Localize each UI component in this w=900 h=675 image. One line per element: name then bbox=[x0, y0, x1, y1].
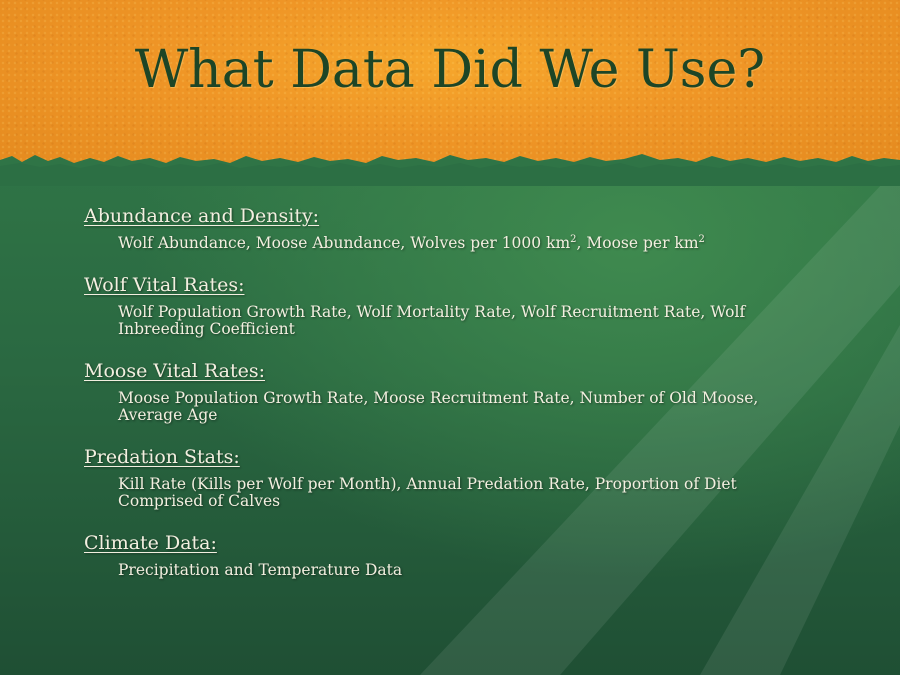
superscript: 2 bbox=[570, 233, 577, 245]
section-heading: Predation Stats: bbox=[84, 446, 240, 468]
body-text: Wolf Abundance, Moose Abundance, Wolves … bbox=[118, 234, 571, 252]
section-body: Wolf Population Growth Rate, Wolf Mortal… bbox=[118, 303, 746, 338]
section-body: Wolf Abundance, Moose Abundance, Wolves … bbox=[118, 233, 804, 252]
section-heading: Wolf Vital Rates: bbox=[84, 274, 245, 296]
content-list: Abundance and Density: Wolf Abundance, M… bbox=[84, 205, 804, 601]
section-climate-data: Climate Data: Precipitation and Temperat… bbox=[84, 532, 804, 579]
background-rays bbox=[420, 165, 900, 675]
section-wolf-vital-rates: Wolf Vital Rates: Wolf Population Growth… bbox=[84, 274, 804, 338]
orange-title-band bbox=[0, 0, 900, 175]
section-heading: Climate Data: bbox=[84, 532, 217, 554]
green-content-band bbox=[0, 165, 900, 675]
section-abundance-density: Abundance and Density: Wolf Abundance, M… bbox=[84, 205, 804, 252]
torn-edge bbox=[0, 154, 900, 186]
section-body: Kill Rate (Kills per Wolf per Month), An… bbox=[118, 475, 737, 510]
section-heading: Abundance and Density: bbox=[84, 205, 320, 227]
section-body: Moose Population Growth Rate, Moose Recr… bbox=[118, 389, 759, 424]
section-heading: Moose Vital Rates: bbox=[84, 360, 266, 382]
section-predation-stats: Predation Stats: Kill Rate (Kills per Wo… bbox=[84, 446, 804, 510]
body-text: , Moose per km bbox=[576, 234, 699, 252]
section-moose-vital-rates: Moose Vital Rates: Moose Population Grow… bbox=[84, 360, 804, 424]
superscript: 2 bbox=[698, 233, 705, 245]
section-body: Precipitation and Temperature Data bbox=[118, 561, 403, 579]
slide-title: What Data Did We Use? bbox=[134, 40, 766, 100]
